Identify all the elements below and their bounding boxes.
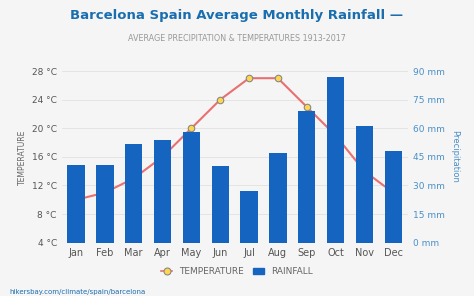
Bar	[96, 165, 113, 243]
Point	[361, 169, 368, 173]
Point	[217, 97, 224, 102]
Bar	[211, 166, 229, 243]
Point	[390, 190, 397, 195]
Bar	[298, 111, 315, 243]
Bar	[67, 165, 85, 243]
Bar	[240, 191, 258, 243]
Legend: TEMPERATURE, RAINFALL: TEMPERATURE, RAINFALL	[157, 263, 317, 280]
Text: AVERAGE PRECIPITATION & TEMPERATURES 1913-2017: AVERAGE PRECIPITATION & TEMPERATURES 191…	[128, 34, 346, 43]
Bar	[125, 144, 142, 243]
Bar	[327, 77, 344, 243]
Point	[101, 190, 109, 195]
Bar	[182, 132, 200, 243]
Point	[245, 76, 253, 81]
Point	[274, 76, 282, 81]
Bar	[384, 151, 402, 243]
Y-axis label: TEMPERATURE: TEMPERATURE	[18, 129, 27, 185]
Point	[188, 126, 195, 131]
Text: hikersbay.com/climate/spain/barcelona: hikersbay.com/climate/spain/barcelona	[9, 289, 146, 295]
Point	[159, 155, 166, 159]
Point	[303, 104, 310, 109]
Bar	[154, 140, 171, 243]
Bar	[269, 153, 286, 243]
Text: Barcelona Spain Average Monthly Rainfall —: Barcelona Spain Average Monthly Rainfall…	[71, 9, 403, 22]
Bar	[356, 126, 373, 243]
Point	[72, 197, 80, 202]
Point	[332, 133, 339, 138]
Point	[130, 176, 137, 181]
Y-axis label: Precipitation: Precipitation	[450, 131, 459, 183]
